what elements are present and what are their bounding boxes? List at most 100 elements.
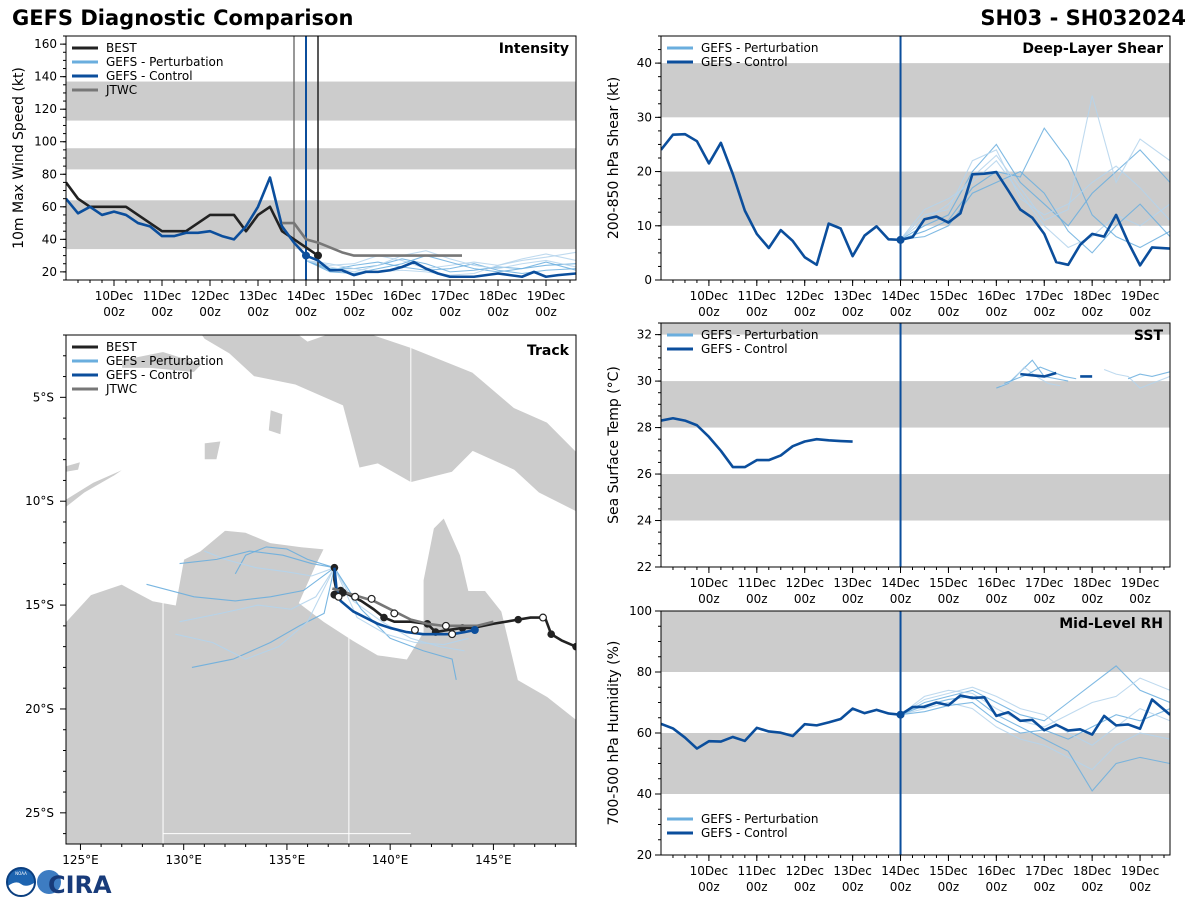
shear-perturbation-line-5 — [900, 95, 1170, 240]
track-lon-tick-label: 135°E — [269, 853, 306, 867]
shear-x-tick-hour: 00z — [1129, 305, 1151, 319]
shear-plot-area — [661, 36, 1170, 280]
shear-perturbation-line-3 — [900, 149, 1170, 240]
sst-perturbation-line-3 — [1103, 368, 1170, 389]
shear-control-line-0 — [661, 132, 1170, 267]
rh-x-tick-day: 19Dec — [1121, 864, 1160, 878]
shear-x-tick-hour: 00z — [842, 305, 864, 319]
track-perturbation-line-2 — [146, 567, 335, 602]
sst-plot-area — [661, 323, 1170, 567]
intensity-y-tick-label: 80 — [42, 167, 57, 181]
intensity-control-marker — [302, 251, 310, 260]
track-lon-tick-label: 145°E — [475, 853, 512, 867]
track-best-position-marker — [547, 630, 556, 638]
rh-y-axis-label: 700-500 hPa Humidity (%) — [606, 641, 622, 826]
rh-x-tick-hour: 00z — [938, 880, 960, 894]
intensity-x-tick-hour: 00z — [343, 305, 365, 319]
track-forecast-position-marker — [538, 613, 547, 622]
shear-x-tick-day: 11Dec — [738, 289, 777, 303]
track-perturbation-line-7 — [333, 567, 469, 646]
track-jtwc-line — [331, 587, 494, 628]
track-control-marker — [470, 626, 479, 635]
shear-x-tick-hour: 00z — [698, 305, 720, 319]
shear-x-tick-day: 10Dec — [690, 289, 729, 303]
intensity-x-tick-day: 19Dec — [527, 289, 566, 303]
rh-x-tick-hour: 00z — [842, 880, 864, 894]
shear-band-0 — [661, 171, 1170, 226]
sst-perturbation-line-2 — [1004, 366, 1077, 384]
track-forecast-position-marker — [334, 592, 343, 601]
rh-y-tick-label: 80 — [637, 665, 652, 679]
track-forecast-position-marker — [367, 594, 376, 603]
track-forecast-position-marker — [410, 626, 419, 635]
rh-y-tick-label: 60 — [637, 726, 652, 740]
shear-y-tick-label: 30 — [637, 110, 652, 124]
track-perturbation-line-4 — [191, 567, 335, 668]
rh-x-tick-hour: 00z — [698, 880, 720, 894]
sst-x-tick-day: 15Dec — [929, 576, 968, 590]
track-perturbation-line-6 — [333, 567, 457, 680]
shear-x-tick-day: 15Dec — [929, 289, 968, 303]
shear-legend-label-pert: GEFS - Perturbation — [701, 41, 818, 55]
intensity-x-tick-day: 17Dec — [431, 289, 470, 303]
sst-y-axis-label: Sea Surface Temp (°C) — [606, 366, 622, 524]
track-lat-tick-label: 10°S — [25, 494, 54, 508]
intensity-x-tick-hour: 00z — [439, 305, 461, 319]
intensity-perturbation-line-4 — [305, 259, 576, 275]
intensity-x-tick-hour: 00z — [247, 305, 269, 319]
track-forecast-position-marker — [351, 592, 360, 601]
intensity-panel: 20 40 60 80 100 120 140 160 10Dec 00z 11Dec 00z 12De… — [11, 35, 577, 319]
map-land-0 — [66, 517, 576, 844]
track-lon-tick-label: 125°E — [62, 853, 99, 867]
storm-id-title: SH03 - SH032024 — [980, 6, 1186, 30]
rh-x-tick-day: 13Dec — [833, 864, 872, 878]
shear-x-tick-day: 12Dec — [785, 289, 824, 303]
track-lon-tick-label: 140°E — [372, 853, 409, 867]
shear-control-marker — [896, 235, 905, 244]
sst-x-tick-hour: 00z — [842, 592, 864, 606]
sst-x-tick-day: 18Dec — [1073, 576, 1112, 590]
page-title: GEFS Diagnostic Comparison — [12, 6, 354, 30]
intensity-band-1 — [66, 148, 576, 170]
rh-perturbation-line-0 — [900, 665, 1170, 722]
shear-x-tick-day: 13Dec — [833, 289, 872, 303]
track-plot-area — [66, 335, 576, 844]
track-perturbation-line-0 — [234, 546, 335, 575]
sst-legend-label-control: GEFS - Control — [701, 342, 788, 356]
shear-x-tick-day: 14Dec — [881, 289, 920, 303]
rh-y-tick-label: 20 — [637, 848, 652, 862]
rh-x-tick-hour: 00z — [1129, 880, 1151, 894]
shear-x-tick-hour: 00z — [746, 305, 768, 319]
shear-perturbation-line-0 — [900, 143, 1170, 240]
intensity-x-tick-day: 11Dec — [143, 289, 182, 303]
rh-x-tick-day: 18Dec — [1073, 864, 1112, 878]
shear-y-tick-label: 20 — [637, 165, 652, 179]
intensity-x-tick-day: 12Dec — [191, 289, 230, 303]
sst-x-tick-hour: 00z — [698, 592, 720, 606]
map-land-4 — [203, 440, 222, 461]
intensity-legend-label-control: GEFS - Control — [106, 69, 193, 83]
sst-x-tick-hour: 00z — [986, 592, 1008, 606]
rh-x-tick-day: 14Dec — [881, 864, 920, 878]
cira-noaa-logo: NOAA CIRA — [6, 867, 112, 898]
sst-panel-title: SST — [1134, 328, 1164, 344]
intensity-y-tick-label: 60 — [42, 200, 57, 214]
shear-panel: 0 10 20 30 40 10Dec 00z 11Dec 00z 12Dec 00z 13Dec 00… — [606, 35, 1171, 319]
shear-x-tick-day: 19Dec — [1121, 289, 1160, 303]
rh-panel-title: Mid-Level RH — [1059, 616, 1163, 632]
intensity-x-tick-hour: 00z — [151, 305, 173, 319]
intensity-x-tick-hour: 00z — [103, 305, 125, 319]
rh-x-tick-hour: 00z — [746, 880, 768, 894]
rh-x-tick-day: 17Dec — [1025, 864, 1064, 878]
rh-perturbation-line-3 — [900, 677, 1170, 728]
track-lat-tick-label: 15°S — [25, 598, 54, 612]
sst-x-tick-hour: 00z — [890, 592, 912, 606]
intensity-x-tick-hour: 00z — [199, 305, 221, 319]
rh-y-tick-label: 100 — [629, 604, 652, 618]
noaa-logo-ring — [6, 867, 36, 897]
rh-plot-area — [661, 611, 1170, 855]
cira-logo-globe-icon — [37, 870, 61, 894]
intensity-best-end-marker — [314, 251, 322, 260]
sst-y-tick-label: 28 — [637, 421, 652, 435]
